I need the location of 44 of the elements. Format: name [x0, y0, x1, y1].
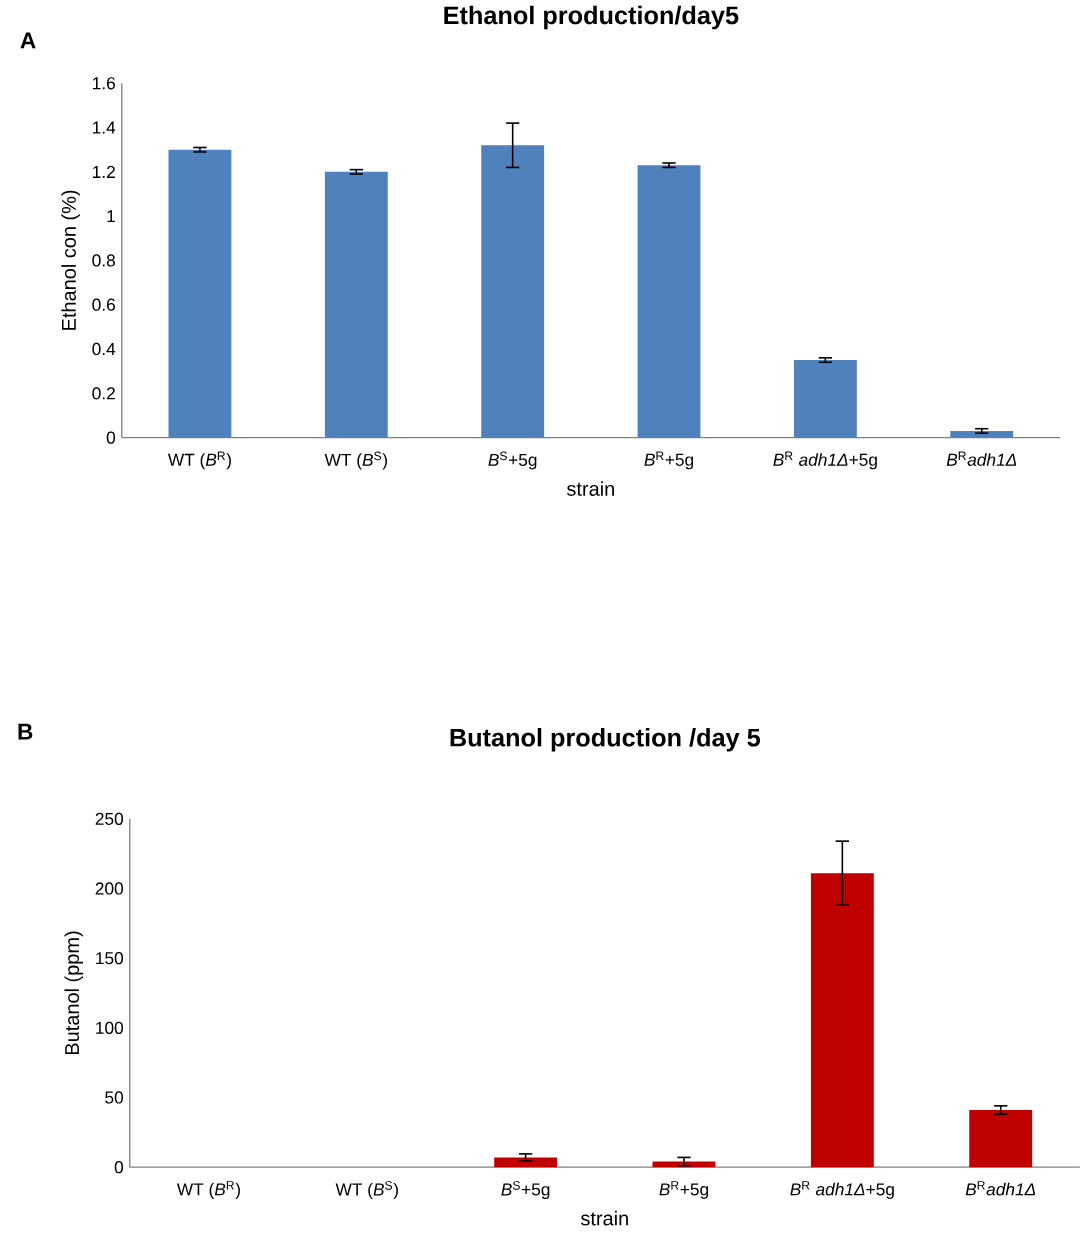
- bar: [324, 171, 388, 438]
- y-axis-title: Butanol (ppm): [64, 931, 84, 1055]
- x-tick-label: WT (B$^{S}$): [324, 451, 388, 470]
- x-tick-label: B$^{S}$+5g: [488, 451, 537, 470]
- y-tick-label: 0.8: [92, 254, 116, 267]
- y-tick-label: 0: [114, 1161, 124, 1174]
- x-tick-label: B$^{R}$ adh1Δ+5g: [790, 1181, 894, 1199]
- bar: [168, 149, 232, 438]
- y-tick-label: 200: [95, 882, 124, 895]
- text: A: [20, 32, 36, 49]
- y-tick-label: 0.2: [92, 387, 115, 400]
- bar: [969, 1110, 1033, 1168]
- chart-title: Ethanol production/day5: [444, 5, 739, 30]
- text: B: [18, 723, 33, 740]
- x-tick-label: B$^{S}$+5g: [501, 1181, 550, 1200]
- x-tick-label: WT (B$^{R}$): [176, 1181, 240, 1199]
- bar: [810, 873, 874, 1168]
- y-tick-label: 1.6: [93, 77, 116, 90]
- y-tick-label: 100: [96, 1021, 124, 1034]
- y-tick-label: 50: [105, 1091, 124, 1104]
- x-tick-label: WT (B$^{R}$): [167, 451, 232, 470]
- x-tick-label: B$^{R}$adh1Δ: [946, 451, 1017, 466]
- bar: [950, 430, 1014, 438]
- y-tick-label: 250: [95, 812, 124, 825]
- y-tick-label: 1.4: [93, 121, 116, 134]
- bar: [481, 145, 545, 438]
- bar: [494, 1157, 558, 1168]
- x-axis-title: strain: [567, 481, 614, 496]
- x-tick-label: B$^{R}$adh1Δ: [965, 1181, 1036, 1196]
- bar: [794, 360, 857, 438]
- x-tick-label: WT (B$^{S}$): [335, 1181, 399, 1200]
- bar: [637, 165, 701, 438]
- x-tick-label: B$^{R}$ adh1Δ+5g: [773, 451, 877, 470]
- x-axis-title: strain: [581, 1210, 628, 1226]
- y-tick-label: 0: [106, 431, 116, 444]
- y-tick-label: 0.4: [92, 342, 116, 356]
- y-tick-label: 1: [107, 210, 115, 223]
- y-tick-label: 1.2: [93, 165, 115, 178]
- y-tick-label: 150: [96, 952, 124, 965]
- y-axis-title: Ethanol con (%): [61, 190, 80, 330]
- chart-title: Butanol production /day 5: [450, 728, 761, 752]
- x-tick-label: B$^{R}$+5g: [644, 451, 694, 470]
- y-tick-label: 0.6: [92, 298, 116, 311]
- x-tick-label: B$^{R}$+5g: [659, 1181, 709, 1199]
